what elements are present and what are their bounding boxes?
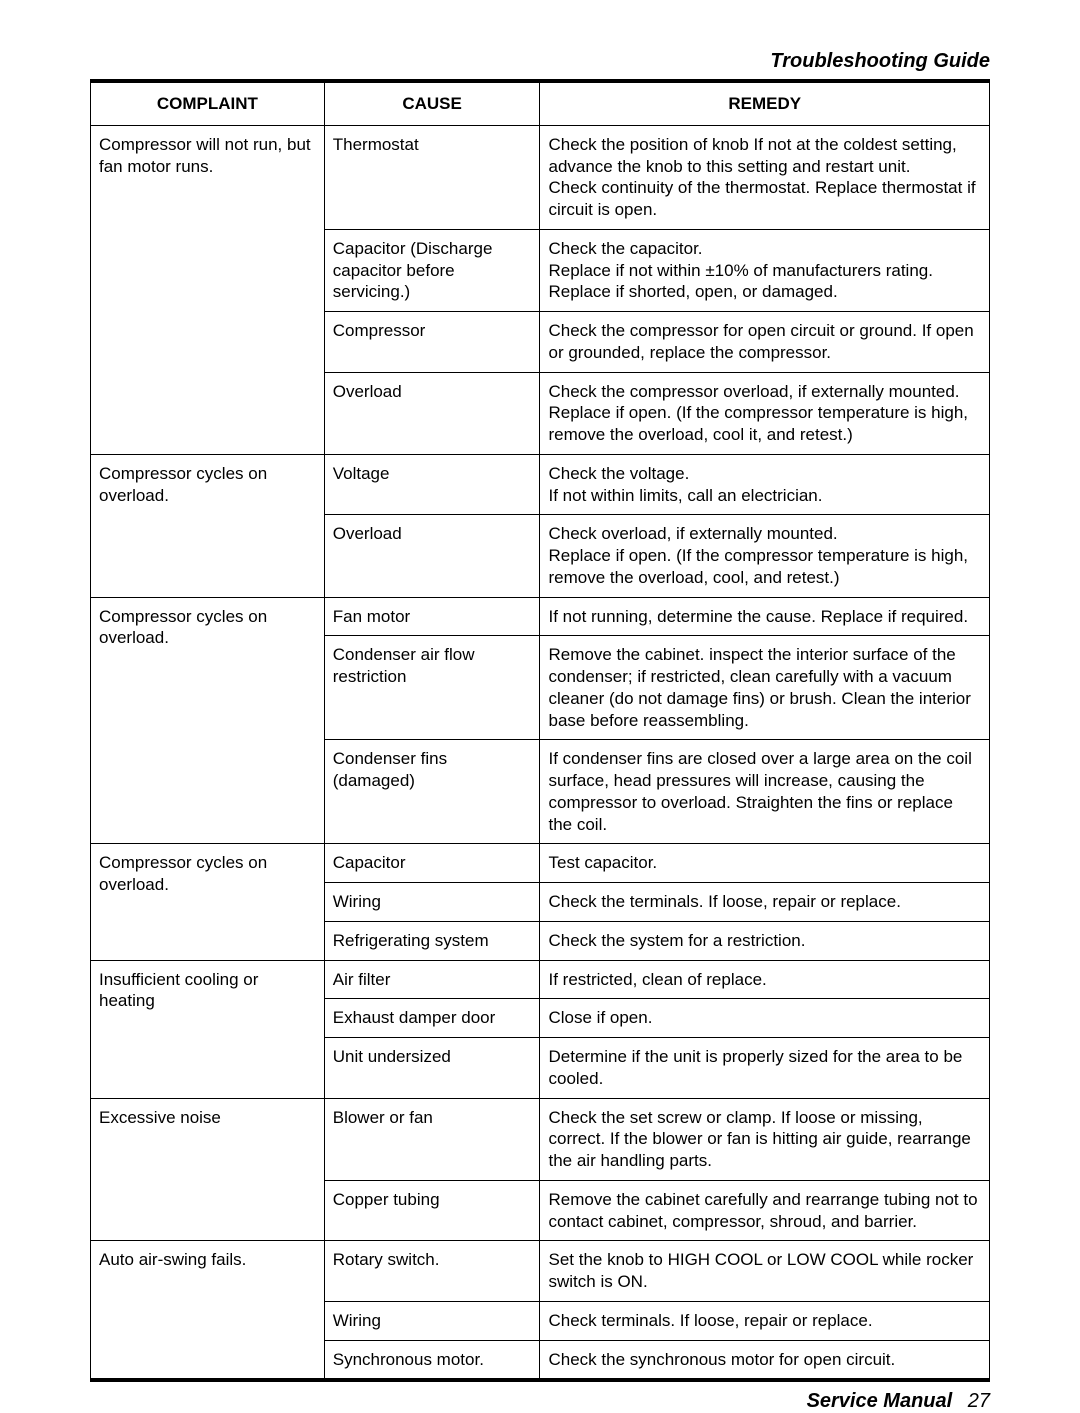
cell-cause: Overload: [324, 372, 540, 454]
cell-remedy: Remove the cabinet carefully and rearran…: [540, 1180, 990, 1241]
troubleshooting-table: COMPLAINT CAUSE REMEDY Compressor will n…: [90, 82, 990, 1379]
cell-cause: Wiring: [324, 883, 540, 922]
cell-complaint: Excessive noise: [91, 1098, 325, 1241]
cell-complaint: Insufficient cooling or heating: [91, 960, 325, 1098]
cell-cause: Fan motor: [324, 597, 540, 636]
cell-complaint: Compressor cycles on overload.: [91, 597, 325, 844]
cell-cause: Condenser air flow restriction: [324, 636, 540, 740]
col-header-remedy: REMEDY: [540, 83, 990, 126]
cell-remedy: Check the compressor overload, if extern…: [540, 372, 990, 454]
table-row: Insufficient cooling or heatingAir filte…: [91, 960, 990, 999]
table-row: Excessive noiseBlower or fanCheck the se…: [91, 1098, 990, 1180]
cell-remedy: Check the capacitor.Replace if not withi…: [540, 229, 990, 311]
table-body: Compressor will not run, but fan motor r…: [91, 125, 990, 1379]
page-header-title: Troubleshooting Guide: [90, 50, 990, 73]
cell-remedy: Check the voltage.If not within limits, …: [540, 454, 990, 515]
cell-cause: Synchronous motor.: [324, 1340, 540, 1379]
cell-complaint: Compressor will not run, but fan motor r…: [91, 125, 325, 454]
cell-remedy: If restricted, clean of replace.: [540, 960, 990, 999]
cell-complaint: Compressor cycles on overload.: [91, 844, 325, 960]
cell-cause: Wiring: [324, 1301, 540, 1340]
cell-remedy: Close if open.: [540, 999, 990, 1038]
cell-complaint: Auto air-swing fails.: [91, 1241, 325, 1379]
page-footer: Service Manual 27: [90, 1390, 990, 1413]
bottom-rule: [90, 1379, 990, 1382]
cell-cause: Compressor: [324, 312, 540, 373]
cell-cause: Blower or fan: [324, 1098, 540, 1180]
cell-cause: Overload: [324, 515, 540, 597]
cell-remedy: Check the system for a restriction.: [540, 921, 990, 960]
cell-remedy: Test capacitor.: [540, 844, 990, 883]
cell-cause: Rotary switch.: [324, 1241, 540, 1302]
cell-cause: Exhaust damper door: [324, 999, 540, 1038]
table-row: Compressor will not run, but fan motor r…: [91, 125, 990, 229]
table-row: Compressor cycles on overload.VoltageChe…: [91, 454, 990, 515]
col-header-complaint: COMPLAINT: [91, 83, 325, 126]
cell-cause: Unit undersized: [324, 1038, 540, 1099]
cell-remedy: Check terminals. If loose, repair or rep…: [540, 1301, 990, 1340]
cell-cause: Copper tubing: [324, 1180, 540, 1241]
footer-label: Service Manual: [807, 1390, 953, 1412]
cell-complaint: Compressor cycles on overload.: [91, 454, 325, 597]
cell-remedy: If not running, determine the cause. Rep…: [540, 597, 990, 636]
cell-remedy: If condenser fins are closed over a larg…: [540, 740, 990, 844]
cell-remedy: Check the position of knob If not at the…: [540, 125, 990, 229]
cell-cause: Capacitor (Discharge capacitor before se…: [324, 229, 540, 311]
footer-page-number: 27: [968, 1390, 990, 1412]
cell-remedy: Determine if the unit is properly sized …: [540, 1038, 990, 1099]
cell-remedy: Remove the cabinet. inspect the interior…: [540, 636, 990, 740]
cell-cause: Refrigerating system: [324, 921, 540, 960]
table-row: Auto air-swing fails.Rotary switch.Set t…: [91, 1241, 990, 1302]
cell-remedy: Check overload, if externally mounted.Re…: [540, 515, 990, 597]
table-row: Compressor cycles on overload.Fan motorI…: [91, 597, 990, 636]
cell-cause: Condenser fins (damaged): [324, 740, 540, 844]
table-row: Compressor cycles on overload.CapacitorT…: [91, 844, 990, 883]
cell-cause: Voltage: [324, 454, 540, 515]
cell-remedy: Check the synchronous motor for open cir…: [540, 1340, 990, 1379]
cell-cause: Air filter: [324, 960, 540, 999]
col-header-cause: CAUSE: [324, 83, 540, 126]
table-header-row: COMPLAINT CAUSE REMEDY: [91, 83, 990, 126]
cell-remedy: Check the terminals. If loose, repair or…: [540, 883, 990, 922]
cell-cause: Capacitor: [324, 844, 540, 883]
cell-cause: Thermostat: [324, 125, 540, 229]
cell-remedy: Check the compressor for open circuit or…: [540, 312, 990, 373]
cell-remedy: Set the knob to HIGH COOL or LOW COOL wh…: [540, 1241, 990, 1302]
cell-remedy: Check the set screw or clamp. If loose o…: [540, 1098, 990, 1180]
